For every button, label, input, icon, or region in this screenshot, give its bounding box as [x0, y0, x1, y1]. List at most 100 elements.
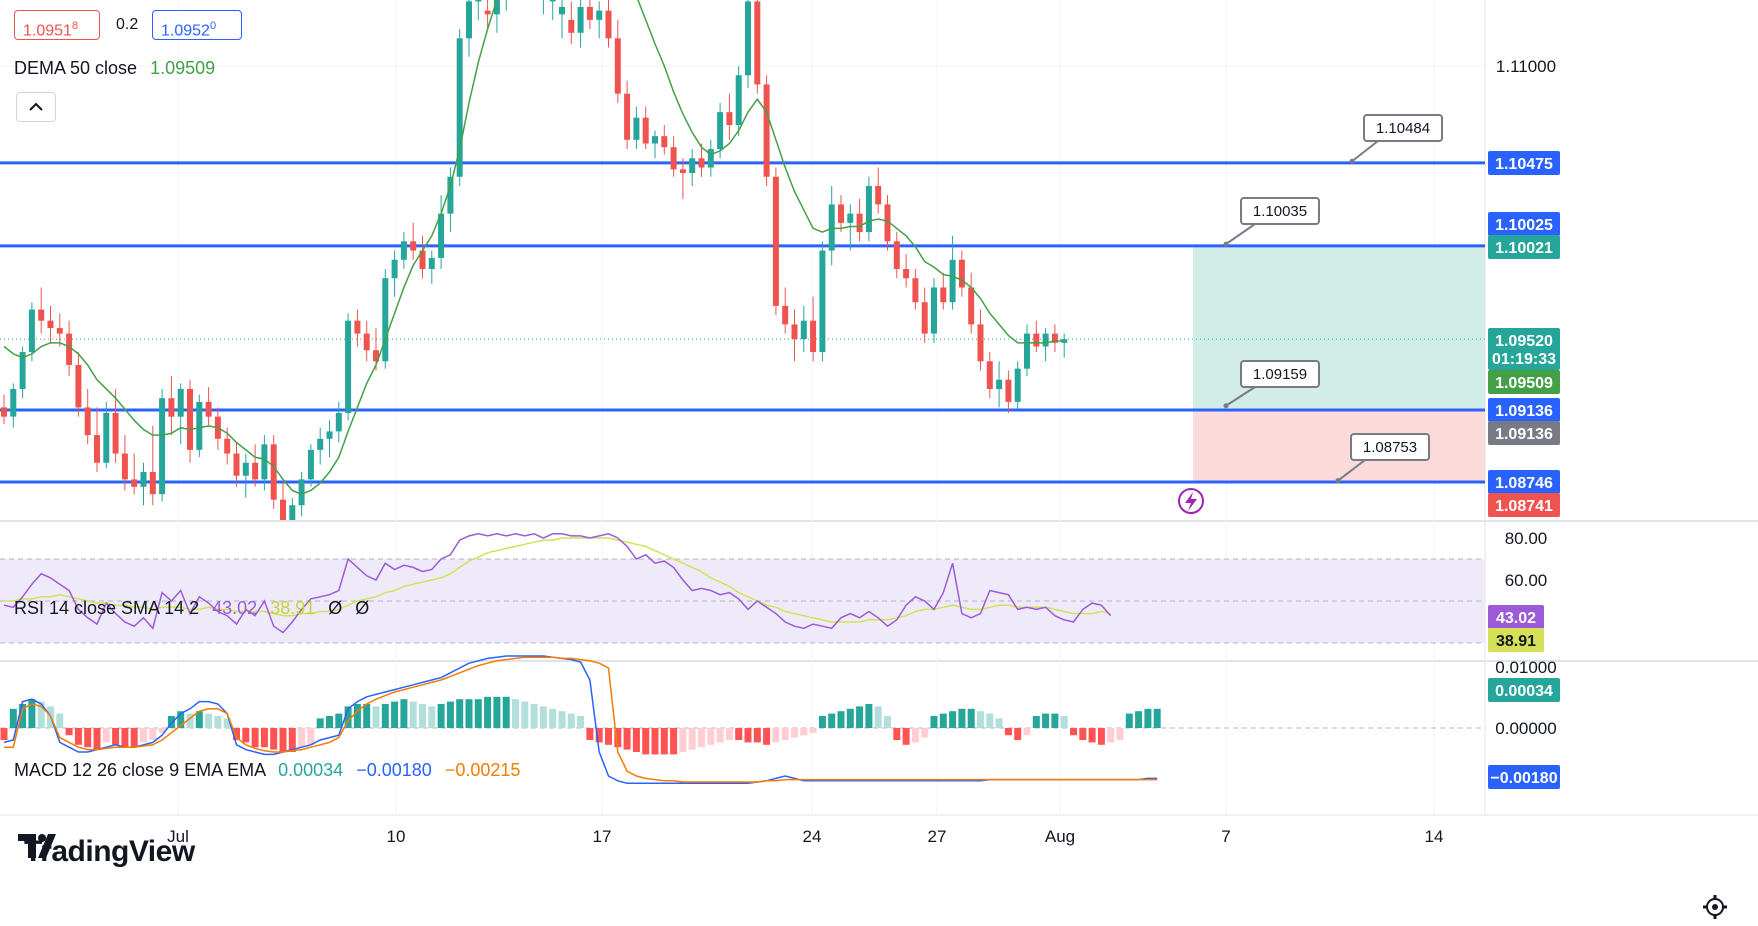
macd-histogram-bar: [186, 713, 194, 728]
bid-price: 1.0951: [23, 22, 72, 40]
macd-histogram-bar: [986, 713, 994, 728]
price-scale-label: 1.10021: [1495, 240, 1553, 257]
candle-body: [10, 388, 17, 417]
candle-body: [689, 158, 696, 174]
macd-legend[interactable]: MACD 12 26 close 9 EMA EMA 0.00034 −0.00…: [14, 760, 520, 781]
dema-legend[interactable]: DEMA 50 close 1.09509: [14, 58, 215, 79]
price-scale-label-bg: [1488, 235, 1560, 259]
position-target-zone: [1193, 246, 1485, 410]
candle-body: [252, 462, 259, 480]
price-scale-label: 1.10025: [1495, 217, 1553, 234]
macd-histogram-bar: [167, 716, 175, 728]
candle-body: [745, 1, 751, 76]
dema-50-line: [3, 0, 1065, 495]
bid-box[interactable]: 1.09518: [14, 10, 100, 40]
candle-body: [754, 1, 761, 85]
candle-body: [84, 407, 91, 436]
macd-histogram-bar: [791, 728, 798, 738]
price-scale-label-bg: [1488, 421, 1560, 445]
macd-histogram-bar: [605, 728, 612, 745]
macd-histogram-bar: [698, 728, 705, 748]
macd-histogram-bar: [949, 711, 957, 728]
collapse-legend-button[interactable]: [16, 92, 56, 122]
macd-histogram-bar: [372, 706, 380, 728]
macd-histogram-bar: [242, 728, 250, 743]
candle-body: [205, 401, 212, 417]
macd-histogram-bar: [577, 716, 585, 728]
macd-histogram-bar: [260, 728, 268, 748]
candle-body: [466, 1, 472, 39]
macd-histogram-bar: [363, 704, 371, 728]
macd-histogram-bar: [521, 701, 529, 728]
macd-histogram-bar: [149, 728, 157, 740]
candle-body: [103, 412, 110, 463]
macd-histogram-bar: [744, 728, 752, 743]
ask-box[interactable]: 1.09520: [152, 10, 242, 40]
price-scale-label: 1.08741: [1495, 498, 1553, 515]
candle-body: [614, 38, 621, 94]
candle-body: [187, 388, 193, 450]
macd-line: [3, 655, 1158, 784]
macd-legend-name: MACD 12 26 close 9 EMA EMA: [14, 760, 266, 780]
candle-body: [670, 147, 677, 170]
rsi-legend-extra2: Ø: [355, 598, 370, 618]
macd-histogram-bar: [465, 699, 473, 728]
candle-body: [559, 6, 565, 15]
time-axis-tick-label: 17: [593, 827, 612, 846]
macd-histogram-bar: [223, 718, 231, 728]
candle-body: [977, 324, 984, 362]
candle-body: [968, 287, 975, 325]
time-axis-tick-label: 24: [803, 827, 822, 846]
candle-body: [428, 257, 435, 270]
dema-legend-name: DEMA 50 close: [14, 58, 138, 78]
macd-histogram-bar: [865, 704, 873, 728]
macd-histogram-bar: [381, 704, 389, 728]
macd-histogram-bar: [772, 728, 780, 743]
chart-settings-button[interactable]: [1700, 892, 1730, 922]
macd-histogram-bar: [102, 728, 110, 743]
price-callout-box: [1350, 433, 1430, 461]
macd-histogram-bar: [177, 711, 185, 728]
price-scale-label: 1.10475: [1495, 156, 1553, 173]
macd-histogram-bar: [716, 728, 724, 743]
macd-histogram-bar: [344, 706, 352, 728]
candle-body: [698, 158, 705, 168]
macd-histogram-bar: [409, 701, 417, 728]
macd-histogram-bar: [763, 728, 771, 745]
macd-histogram-bar: [753, 728, 761, 743]
macd-histogram-bar: [670, 728, 678, 755]
price-axis-tick-label: 1.11000: [1496, 57, 1556, 76]
candles-group: [1, 0, 1068, 520]
macd-histogram-bar: [1023, 728, 1031, 736]
candle-body: [903, 269, 910, 279]
macd-histogram-bar: [911, 728, 919, 743]
macd-histogram-bar: [205, 713, 213, 728]
macd-histogram-bar: [632, 728, 640, 752]
macd-histogram-bar: [400, 699, 408, 728]
time-axis-tick-label: Aug: [1045, 827, 1075, 846]
candle-body: [1005, 379, 1012, 402]
price-scale-label: 01:19:33: [1492, 351, 1556, 368]
macd-histogram-bar: [56, 713, 64, 728]
callout-pointer: [1337, 459, 1366, 482]
tradingview-logo[interactable]: TradingView: [18, 832, 195, 872]
bid-price-sup: 8: [71, 20, 79, 32]
price-callout-label: 1.09159: [1253, 366, 1307, 383]
candle-body: [121, 453, 128, 480]
macd-histogram-bar: [512, 699, 519, 728]
candle-body: [884, 204, 891, 242]
candle-body: [986, 361, 993, 389]
macd-histogram-bar: [484, 696, 492, 728]
macd-histogram-bar: [1135, 711, 1143, 728]
macd-histogram-bar: [856, 706, 864, 728]
rsi-legend[interactable]: RSI 14 close SMA 14 2 43.02 38.91 Ø Ø: [14, 598, 369, 619]
candle-body: [819, 250, 826, 353]
rsi-scale-label: 43.02: [1496, 610, 1536, 627]
candle-body: [298, 479, 305, 506]
macd-histogram-bar: [158, 728, 166, 733]
macd-histogram-bar: [28, 699, 36, 728]
macd-histogram-bar: [298, 728, 306, 748]
candle-body: [958, 259, 965, 288]
